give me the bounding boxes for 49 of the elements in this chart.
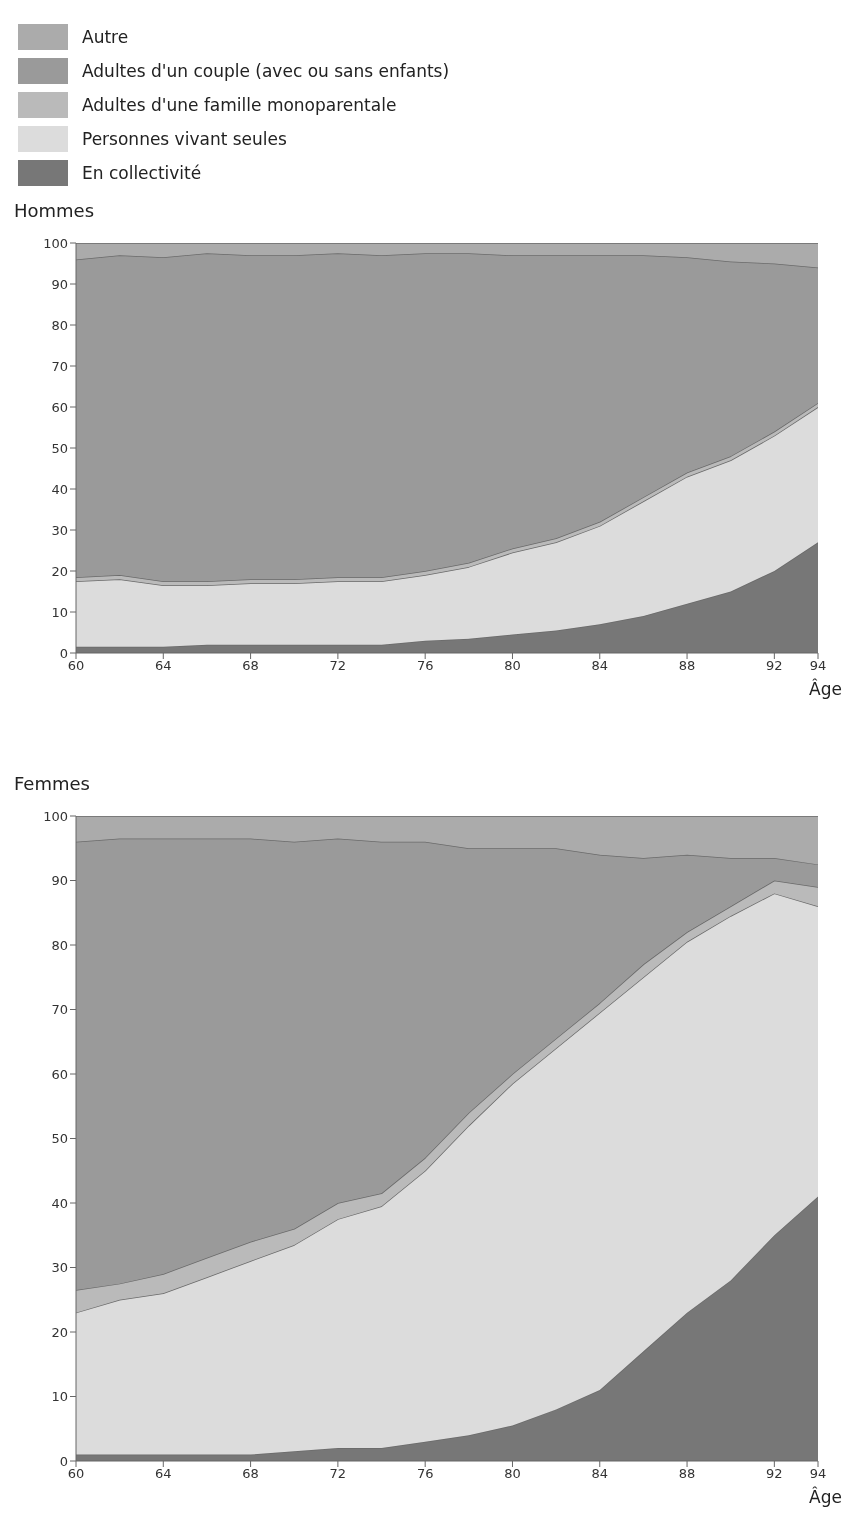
- legend-label: Adultes d'un couple (avec ou sans enfants): [82, 61, 450, 81]
- y-tick-label: 20: [51, 1324, 68, 1340]
- y-tick-label: 10: [51, 604, 68, 620]
- x-tick-label: 92: [766, 658, 783, 674]
- y-tick-label: 40: [51, 481, 68, 497]
- y-tick-label: 0: [59, 645, 68, 661]
- x-tick-label: 76: [416, 658, 434, 674]
- y-tick-label: 30: [51, 1260, 68, 1276]
- y-tick-label: 20: [51, 563, 68, 579]
- x-tick-label: 72: [329, 1466, 347, 1482]
- y-tick-label: 90: [51, 873, 68, 889]
- x-tick-label: 88: [678, 658, 696, 674]
- x-tick-label: 64: [155, 658, 172, 674]
- y-tick-label: 80: [51, 937, 68, 953]
- x-tick-label: 80: [504, 658, 521, 674]
- x-tick-label: 84: [591, 1466, 609, 1482]
- y-tick-label: 60: [51, 399, 68, 415]
- x-axis-title: Âge: [809, 679, 842, 699]
- x-tick-label: 76: [416, 1466, 434, 1482]
- chart-title: Hommes: [14, 200, 95, 221]
- legend-label: Autre: [82, 27, 129, 47]
- x-tick-label: 64: [155, 1466, 172, 1482]
- y-tick-label: 50: [51, 440, 68, 456]
- legend-label: Personnes vivant seules: [82, 129, 287, 149]
- legend-label: En collectivité: [82, 163, 202, 183]
- x-tick-label: 80: [504, 1466, 521, 1482]
- y-tick-label: 40: [51, 1195, 68, 1211]
- y-tick-label: 100: [43, 808, 68, 824]
- x-tick-label: 94: [809, 1466, 827, 1482]
- x-axis-title: Âge: [809, 1487, 842, 1507]
- y-tick-label: 80: [51, 317, 68, 333]
- x-tick-label: 84: [591, 658, 609, 674]
- y-tick-label: 90: [51, 276, 68, 292]
- y-tick-label: 60: [51, 1066, 68, 1082]
- y-tick-label: 10: [51, 1389, 68, 1405]
- y-tick-label: 0: [59, 1453, 68, 1469]
- chart-title: Femmes: [14, 773, 90, 794]
- legend-label: Adultes d'une famille monoparentale: [82, 95, 397, 115]
- x-tick-label: 68: [242, 658, 259, 674]
- x-tick-label: 92: [766, 1466, 783, 1482]
- x-tick-label: 68: [242, 1466, 259, 1482]
- y-tick-label: 50: [51, 1131, 68, 1147]
- y-tick-label: 70: [51, 358, 68, 374]
- y-tick-label: 100: [43, 235, 68, 251]
- y-tick-label: 70: [51, 1002, 68, 1018]
- x-tick-label: 88: [678, 1466, 696, 1482]
- x-tick-label: 72: [329, 658, 347, 674]
- x-tick-label: 94: [809, 658, 827, 674]
- y-tick-label: 30: [51, 522, 68, 538]
